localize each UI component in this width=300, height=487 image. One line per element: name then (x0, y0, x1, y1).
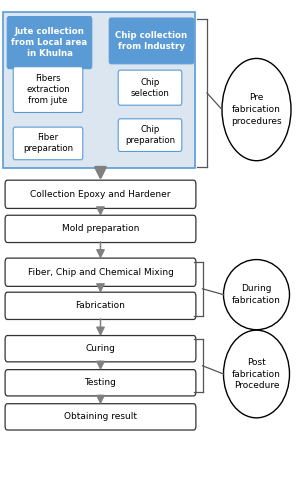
Text: Fiber, Chip and Chemical Mixing: Fiber, Chip and Chemical Mixing (28, 268, 173, 277)
FancyBboxPatch shape (118, 70, 182, 105)
Text: Pre
fabrication
procedures: Pre fabrication procedures (231, 94, 282, 126)
FancyBboxPatch shape (7, 17, 92, 69)
Text: Fiber
preparation: Fiber preparation (23, 133, 73, 153)
Text: Fibers
extraction
from jute: Fibers extraction from jute (26, 74, 70, 105)
FancyBboxPatch shape (3, 12, 195, 168)
Text: Chip
selection: Chip selection (130, 77, 170, 98)
Text: Jute collection
from Local area
in Khulna: Jute collection from Local area in Khuln… (11, 27, 88, 58)
Ellipse shape (224, 260, 290, 330)
FancyBboxPatch shape (13, 127, 83, 160)
Text: Fabrication: Fabrication (76, 301, 125, 310)
FancyBboxPatch shape (109, 18, 194, 64)
Text: Mold preparation: Mold preparation (62, 225, 139, 233)
Text: Post
fabrication
Procedure: Post fabrication Procedure (232, 358, 281, 390)
Ellipse shape (224, 330, 290, 418)
FancyBboxPatch shape (13, 67, 83, 112)
FancyBboxPatch shape (5, 180, 196, 208)
FancyBboxPatch shape (5, 370, 196, 396)
FancyBboxPatch shape (5, 336, 196, 362)
Text: Chip
preparation: Chip preparation (125, 125, 175, 145)
Text: Testing: Testing (85, 378, 116, 387)
Text: Curing: Curing (85, 344, 116, 353)
FancyBboxPatch shape (5, 215, 196, 243)
FancyBboxPatch shape (118, 119, 182, 151)
FancyBboxPatch shape (5, 404, 196, 430)
Ellipse shape (222, 58, 291, 161)
FancyBboxPatch shape (5, 258, 196, 286)
Text: Obtaining result: Obtaining result (64, 412, 137, 421)
Text: Chip collection
from Industry: Chip collection from Industry (116, 31, 188, 51)
Text: Collection Epoxy and Hardener: Collection Epoxy and Hardener (30, 190, 171, 199)
Text: During
fabrication: During fabrication (232, 284, 281, 305)
FancyBboxPatch shape (5, 292, 196, 319)
